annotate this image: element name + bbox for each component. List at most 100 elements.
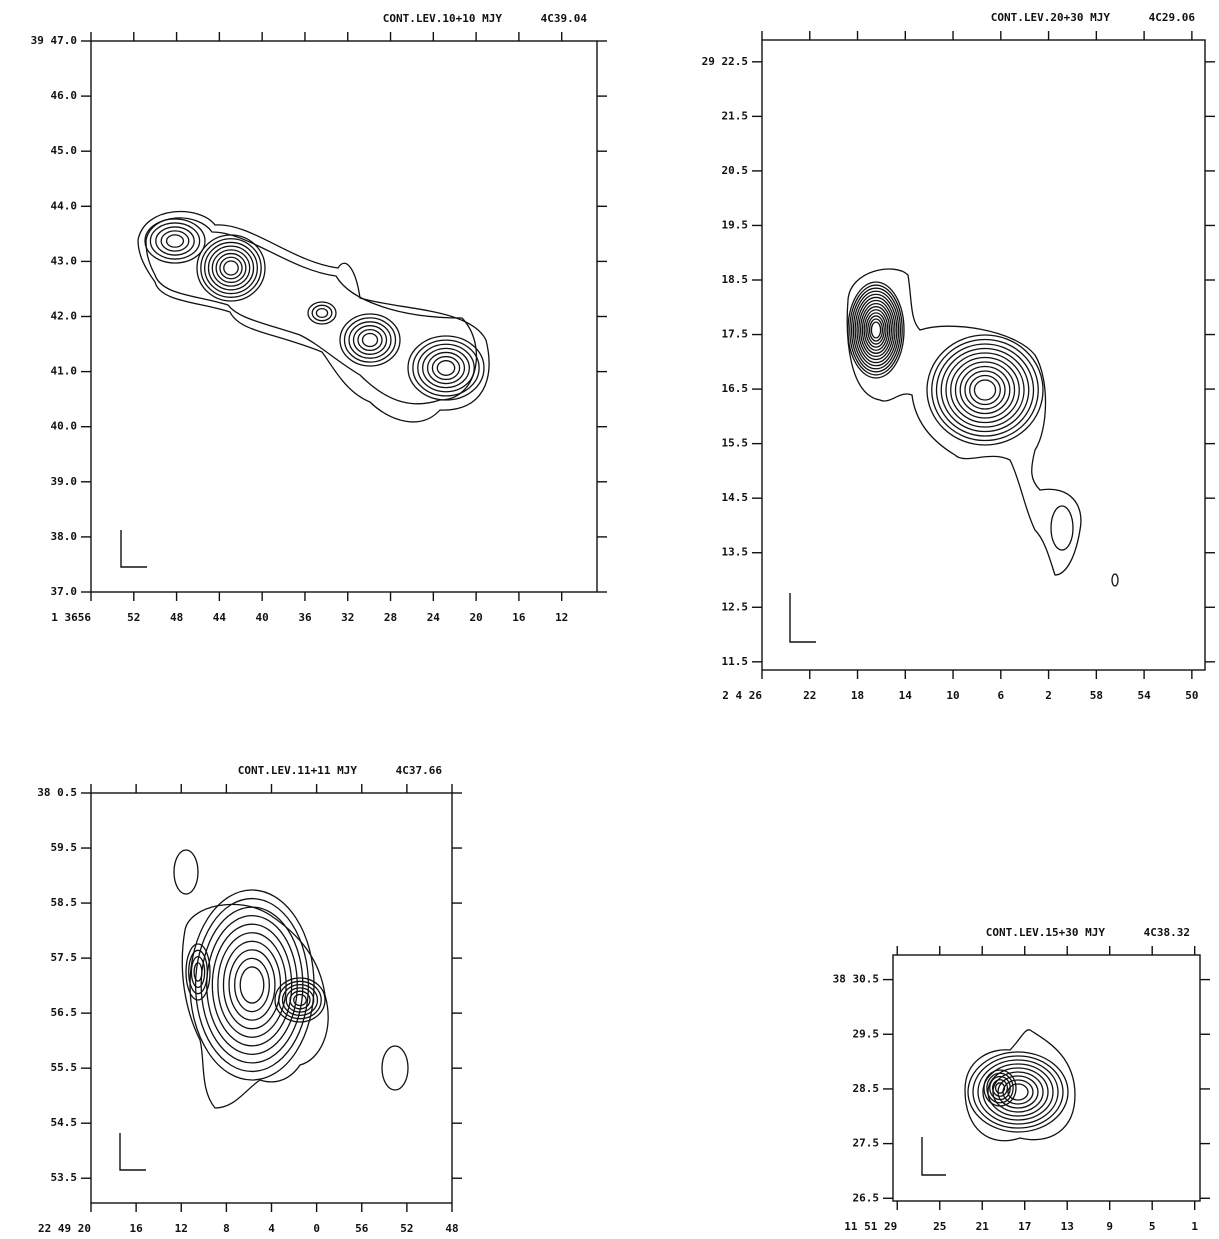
contour-ring xyxy=(206,915,298,1056)
contour-ring xyxy=(959,365,1011,415)
panel-title: CONT.LEV.20+30 MJY xyxy=(991,11,1111,24)
x-tick-label: 16 xyxy=(512,611,526,624)
x-tick-label: 0 xyxy=(313,1222,320,1235)
x-tick-label: 36 xyxy=(298,611,312,624)
x-tick-label: 44 xyxy=(213,611,227,624)
contour-ring xyxy=(945,352,1025,428)
panel: CONT.LEV.15+30 MJY 4C38.32 38 30.5 29.5 28.5… xyxy=(833,926,1210,1233)
contour-ring xyxy=(431,355,461,381)
contour-ring xyxy=(983,1069,1017,1107)
x-tick-label: 5 xyxy=(1149,1220,1156,1233)
contour-ring xyxy=(239,966,265,1004)
y-tick-label: 29 22.5 xyxy=(702,55,748,68)
y-tick-label: 16.5 xyxy=(722,382,749,395)
contour-blob xyxy=(1111,573,1119,587)
y-tick-label: 11.5 xyxy=(722,655,749,668)
contour-ring xyxy=(1050,505,1074,551)
contour-ring xyxy=(863,309,889,351)
contour-blob xyxy=(173,849,199,895)
x-tick-label: 56 xyxy=(355,1222,369,1235)
contour-ring xyxy=(281,983,319,1017)
contour-ring xyxy=(217,932,287,1038)
contour-ring xyxy=(185,943,211,1001)
contour-ring xyxy=(278,980,322,1020)
contour-ring xyxy=(352,325,388,355)
x-tick-label: 40 xyxy=(256,611,269,624)
x-tick-label: 54 xyxy=(1137,689,1151,702)
contour-ring xyxy=(211,249,251,287)
contour-ring xyxy=(849,284,903,376)
x-tick-label: 48 xyxy=(170,611,183,624)
contour-ring xyxy=(190,955,206,989)
x-tick-label: 20 xyxy=(469,611,482,624)
contour-ring xyxy=(361,332,379,348)
y-tick-label: 37.0 xyxy=(51,585,78,598)
contour-ring xyxy=(348,321,392,359)
contour-ring xyxy=(188,949,208,995)
contour-ring xyxy=(977,1059,1059,1125)
contour-ring xyxy=(935,343,1035,437)
y-tick-label: 29.5 xyxy=(853,1027,880,1040)
source-name: 4C38.32 xyxy=(1144,926,1190,939)
contour-ring xyxy=(228,949,276,1021)
panel-title: CONT.LEV.11+11 MJY xyxy=(238,764,358,777)
x-tick-label: 24 xyxy=(427,611,441,624)
x-tick-label: 52 xyxy=(400,1222,413,1235)
contour-ring xyxy=(219,256,243,280)
source-name: 4C37.66 xyxy=(396,764,443,777)
scale-bars xyxy=(119,530,946,1176)
contour-ring xyxy=(207,245,255,291)
y-tick-label: 45.0 xyxy=(51,144,78,157)
scale-bar xyxy=(789,593,816,643)
y-tick-label: 55.5 xyxy=(51,1061,78,1074)
y-tick-label: 39 47.0 xyxy=(31,34,77,47)
y-tick-label: 21.5 xyxy=(722,109,749,122)
contour-ring xyxy=(144,218,206,264)
source-name: 4C29.06 xyxy=(1149,11,1196,24)
contour-ring xyxy=(991,1079,1009,1097)
contour-ring xyxy=(343,317,397,363)
x-tick-label: 8 xyxy=(223,1222,230,1235)
contour-ring xyxy=(865,312,887,348)
plot-frame xyxy=(90,40,598,593)
x-tick-label: 2 xyxy=(1045,689,1052,702)
x-tick-label: 4 xyxy=(268,1222,275,1235)
contour-ring xyxy=(233,957,271,1013)
panel: CONT.LEV.10+10 MJY 4C39.04 39 47.0 46.0 45.0… xyxy=(31,12,607,624)
contour-blob xyxy=(381,1045,409,1091)
x-tick-label: 16 xyxy=(130,1222,144,1235)
contour-ring xyxy=(160,230,190,252)
y-tick-label: 59.5 xyxy=(51,841,78,854)
contour-ring xyxy=(165,234,185,248)
panel: CONT.LEV.20+30 MJY 4C29.06 29 22.5 21.5 20.5… xyxy=(702,11,1215,702)
y-tick-label: 40.0 xyxy=(51,420,78,433)
panel-title: CONT.LEV.10+10 MJY xyxy=(383,12,503,25)
y-tick-label: 41.0 xyxy=(51,365,78,378)
contour-ring xyxy=(969,374,1001,406)
x-tick-label: 50 xyxy=(1185,689,1198,702)
contour-ring xyxy=(417,343,475,393)
y-tick-label: 28.5 xyxy=(853,1082,880,1095)
contour-ring xyxy=(926,334,1044,446)
contour-ring xyxy=(852,290,900,370)
x-tick-label: 28 xyxy=(384,611,397,624)
x-tick-label: 17 xyxy=(1018,1220,1031,1233)
scale-bar xyxy=(119,1133,146,1171)
contour-ring xyxy=(994,1082,1006,1094)
y-tick-label: 26.5 xyxy=(853,1191,880,1204)
contour-ring xyxy=(200,238,262,298)
y-tick-label: 54.5 xyxy=(51,1116,78,1129)
y-tick-label: 53.5 xyxy=(51,1171,78,1184)
x-tick-label: 25 xyxy=(933,1220,946,1233)
contour-ring xyxy=(859,302,893,358)
plot-frame xyxy=(90,792,453,1204)
x-tick-label: 22 xyxy=(803,689,816,702)
panel: CONT.LEV.11+11 MJY 4C37.66 38 0.5 59.5 58.5 5… xyxy=(37,764,462,1235)
x-tick-label: 6 xyxy=(998,689,1005,702)
contour-ring xyxy=(311,304,333,322)
y-tick-label: 43.0 xyxy=(51,254,78,267)
contour-ring xyxy=(858,299,894,361)
x-tick-label: 22 49 20 xyxy=(38,1222,91,1235)
contours-4c38-32 xyxy=(964,1029,1076,1142)
y-tick-label: 42.0 xyxy=(51,310,78,323)
